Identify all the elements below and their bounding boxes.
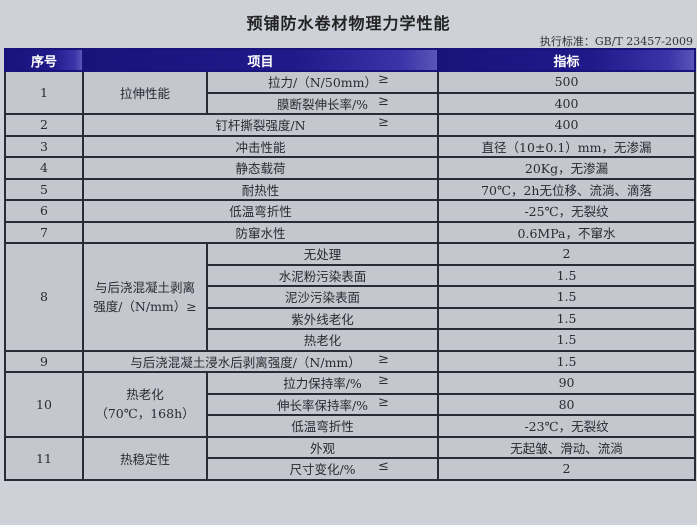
row-no: 3 xyxy=(4,134,84,158)
row-value: 70℃，2h无位移、流淌、滴落 xyxy=(437,177,697,201)
item-label: 钉杆撕裂强度/N xyxy=(215,118,306,134)
ge-sign: ≥ xyxy=(378,93,389,109)
row-item: 无处理 xyxy=(205,242,440,266)
row-item: 泥沙污染表面 xyxy=(205,285,440,309)
header-index: 指标 xyxy=(437,48,697,72)
item-label: 伸长率保持率/% xyxy=(276,397,369,413)
row-item: 热老化 xyxy=(205,328,440,352)
row-value: 80 xyxy=(437,392,697,416)
row-no: 1 xyxy=(4,70,84,115)
row-value: 500 xyxy=(437,70,697,94)
row-item: 紫外线老化 xyxy=(205,306,440,330)
row-value: 400 xyxy=(437,113,697,137)
table-row: 低温弯折性 -23℃，无裂纹 xyxy=(5,414,697,438)
row-value: 0.6MPa，不窜水 xyxy=(437,220,697,244)
table-row: 伸长率保持率/% ≥ 80 xyxy=(5,392,697,416)
ge-sign: ≥ xyxy=(378,115,389,131)
table-row: 10 热老化 （70℃，168h） 拉力保持率/% ≥ 90 xyxy=(4,371,697,438)
table-row: 7 防窜水性 0.6MPa，不窜水 xyxy=(4,220,697,244)
table-row: 3 冲击性能 直径（10±0.1）mm，无渗漏 xyxy=(4,134,697,158)
row-item: 低温弯折性 xyxy=(205,414,440,438)
row-value: 1.5 xyxy=(437,306,697,330)
table-row: 9 与后浇混凝土浸水后剥离强度/（N/mm） ≥ 1.5 xyxy=(4,349,697,373)
row-item: 静态载荷 xyxy=(81,156,440,180)
row-value: 2 xyxy=(437,242,697,266)
row-value: 1.5 xyxy=(437,285,697,309)
table-row: 8 与后浇混凝土剥离 强度/（N/mm）≥ 无处理 2 xyxy=(4,242,697,352)
row-item: 低温弯折性 xyxy=(81,199,440,223)
row-value: 无起皱、滑动、流淌 xyxy=(437,435,697,459)
row-item: 尺寸变化/% ≤ xyxy=(205,457,440,481)
item-label: 拉力/（N/50mm） xyxy=(268,75,377,91)
group-line: 强度/（N/mm）≥ xyxy=(93,298,197,314)
table-row: 泥沙污染表面 1.5 xyxy=(5,285,697,309)
row-group: 热老化 （70℃，168h） xyxy=(82,371,208,438)
row-value: 20Kg，无渗漏 xyxy=(437,156,697,180)
item-label: 与后浇混凝土浸水后剥离强度/（N/mm） xyxy=(130,354,361,370)
table-row: 2 钉杆撕裂强度/N ≥ 400 xyxy=(4,113,697,137)
row-item: 外观 xyxy=(205,435,440,459)
row-no: 5 xyxy=(4,177,84,201)
row-no: 4 xyxy=(4,156,84,180)
group-line: （70℃，168h） xyxy=(95,406,195,422)
row-item: 拉力/（N/50mm） ≥ xyxy=(205,70,440,94)
standard-reference: 执行标准：GB/T 23457-2009 xyxy=(539,35,693,48)
row-item: 水泥粉污染表面 xyxy=(205,263,440,287)
item-label: 尺寸变化/% xyxy=(289,462,356,478)
row-no: 7 xyxy=(4,220,84,244)
header-no: 序号 xyxy=(4,48,84,72)
row-item: 伸长率保持率/% ≥ xyxy=(205,392,440,416)
properties-table: 序号 项目 指标 1 拉伸性能 拉力/（N/50mm） ≥ 500 膜断裂伸长率/… xyxy=(4,48,697,481)
row-group: 拉伸性能 xyxy=(82,70,208,115)
table-row: 尺寸变化/% ≤ 2 xyxy=(5,457,697,481)
row-no: 2 xyxy=(4,113,84,137)
row-value: 400 xyxy=(437,91,697,115)
ge-sign: ≥ xyxy=(378,72,389,88)
item-label: 膜断裂伸长率/% xyxy=(276,96,369,112)
row-value: 90 xyxy=(437,371,697,395)
ge-sign: ≥ xyxy=(378,351,389,367)
row-item: 膜断裂伸长率/% ≥ xyxy=(205,91,440,115)
row-item: 与后浇混凝土浸水后剥离强度/（N/mm） ≥ xyxy=(81,349,440,373)
group-line: 热老化 xyxy=(126,387,164,403)
row-value: 2 xyxy=(437,457,697,481)
table-row: 11 热稳定性 外观 无起皱、滑动、流淌 xyxy=(4,435,697,481)
row-value: -23℃，无裂纹 xyxy=(437,414,697,438)
row-item: 防窜水性 xyxy=(81,220,440,244)
table-header: 序号 项目 指标 xyxy=(4,48,697,72)
row-item: 拉力保持率/% ≥ xyxy=(205,371,440,395)
row-value: -25℃，无裂纹 xyxy=(437,199,697,223)
row-value: 1.5 xyxy=(437,349,697,373)
row-group: 热稳定性 xyxy=(82,435,208,481)
row-item: 耐热性 xyxy=(81,177,440,201)
row-no: 8 xyxy=(4,242,84,352)
group-line: 与后浇混凝土剥离 xyxy=(94,279,195,295)
header-item: 项目 xyxy=(81,48,440,72)
row-item: 钉杆撕裂强度/N ≥ xyxy=(81,113,440,137)
table-row: 5 耐热性 70℃，2h无位移、流淌、滴落 xyxy=(4,177,697,201)
row-item: 冲击性能 xyxy=(81,134,440,158)
table-row: 膜断裂伸长率/% ≥ 400 xyxy=(5,91,697,115)
row-no: 9 xyxy=(4,349,84,373)
row-no: 6 xyxy=(4,199,84,223)
table-row: 4 静态载荷 20Kg，无渗漏 xyxy=(4,156,697,180)
row-value: 1.5 xyxy=(437,263,697,287)
item-label: 拉力保持率/% xyxy=(283,376,362,392)
table-row: 6 低温弯折性 -25℃，无裂纹 xyxy=(4,199,697,223)
row-no: 10 xyxy=(4,371,84,438)
ge-sign: ≥ xyxy=(378,373,389,389)
row-value: 直径（10±0.1）mm，无渗漏 xyxy=(437,134,697,158)
row-no: 11 xyxy=(4,435,84,481)
ge-sign: ≥ xyxy=(378,394,389,410)
row-group: 与后浇混凝土剥离 强度/（N/mm）≥ xyxy=(82,242,208,352)
le-sign: ≤ xyxy=(378,459,389,475)
document-title: 预铺防水卷材物理力学性能 xyxy=(246,14,451,33)
row-value: 1.5 xyxy=(437,328,697,352)
table-row: 1 拉伸性能 拉力/（N/50mm） ≥ 500 xyxy=(4,70,697,115)
